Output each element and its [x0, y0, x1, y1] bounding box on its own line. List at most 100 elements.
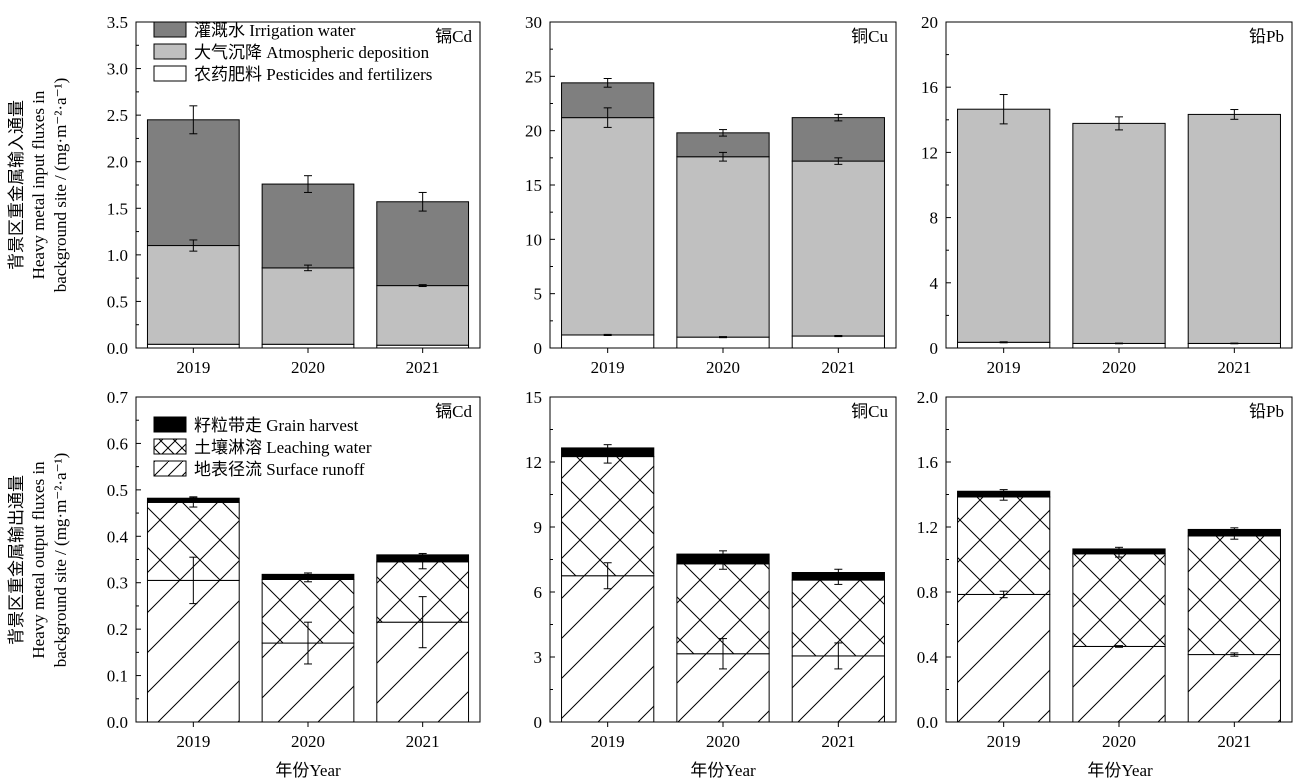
- y-tick-label-15: 15: [525, 176, 542, 195]
- error-bar-irrigation-2020: [719, 129, 727, 137]
- legend-swatch-runoff: [153, 460, 187, 477]
- bar-runoff-2020: [1072, 645, 1166, 723]
- error-bar-deposition-2020: [1115, 116, 1123, 131]
- bar-deposition-2020: [676, 156, 770, 338]
- y-tick-label-0.0: 0.0: [107, 713, 128, 732]
- error-bar-grain-2019: [999, 489, 1008, 494]
- y-tick-label-0.4: 0.4: [107, 527, 129, 546]
- x-tick-label-2021: 2021: [821, 732, 855, 751]
- bar-deposition-2019: [146, 245, 240, 345]
- y-tick-label-5: 5: [534, 285, 543, 304]
- bar-deposition-2021: [376, 285, 470, 346]
- y-tick-label-25: 25: [525, 67, 542, 86]
- x-tick-label-2020: 2020: [706, 732, 740, 751]
- y-label-input-line2: Heavy metal input fluxes in: [29, 90, 48, 279]
- bar-irrigation-2020: [261, 183, 355, 269]
- error-bar-grain-2020: [304, 572, 312, 577]
- y-tick-label-0: 0: [930, 339, 939, 358]
- error-bar-runoff-2021: [834, 642, 843, 670]
- y-tick-label-0.2: 0.2: [107, 620, 128, 639]
- error-bar-grain-2020: [1115, 546, 1123, 552]
- y-tick-label-10: 10: [525, 230, 542, 249]
- y-tick-label-12: 12: [525, 453, 542, 472]
- y-axis-label-output: 背景区重金属输出通量 Heavy metal output fluxes in …: [7, 453, 70, 668]
- bar-irrigation-2019: [146, 119, 240, 247]
- legend-label-deposition: 大气沉降 Atmospheric deposition: [194, 43, 430, 62]
- x-tick-label-2019: 2019: [987, 732, 1021, 751]
- legend-swatch-deposition: [153, 43, 187, 60]
- bar-irrigation-2021: [376, 201, 470, 287]
- error-bar-grain-2019: [189, 496, 198, 501]
- bar-fertilizer-2020: [261, 343, 355, 349]
- bar-leaching-2020: [1072, 553, 1166, 647]
- y-tick-label-2.5: 2.5: [107, 106, 128, 125]
- y-tick-label-16: 16: [921, 78, 938, 97]
- y-tick-label-0.0: 0.0: [917, 713, 938, 732]
- bar-fertilizer-2020: [676, 336, 770, 349]
- y-tick-label-1.0: 1.0: [107, 246, 128, 265]
- error-bar-irrigation-2019: [603, 78, 612, 88]
- legend-label-grain: 籽粒带走 Grain harvest: [194, 416, 359, 435]
- error-bar-fertilizer-2020: [1115, 342, 1123, 345]
- error-bar-grain-2021: [1230, 527, 1239, 532]
- y-tick-label-3: 3: [534, 648, 543, 667]
- bar-runoff-2021: [1187, 654, 1281, 723]
- error-bar-runoff-2019: [189, 556, 198, 605]
- panel-input-pb: 2019 2020 2021 0 4 8 12 16 20 铅Pb: [921, 13, 1293, 377]
- y-tick-label-2.0: 2.0: [917, 388, 938, 407]
- y-tick-label-2.0: 2.0: [107, 153, 128, 172]
- error-bar-grain-2020: [719, 550, 727, 558]
- x-tick-label-2019: 2019: [591, 358, 625, 377]
- error-bar-deposition-2021: [418, 284, 427, 288]
- error-bar-runoff-2021: [1230, 652, 1239, 657]
- y-label-input-line1: 背景区重金属输入通量: [7, 100, 26, 270]
- legend-input: 灌溉水 Irrigation water 大气沉降 Atmospheric dep…: [153, 21, 432, 84]
- y-tick-label-1.2: 1.2: [917, 518, 938, 537]
- bar-deposition-2020: [1072, 122, 1166, 344]
- y-tick-label-0.6: 0.6: [107, 434, 128, 453]
- panel-label: 铅Pb: [1249, 402, 1284, 421]
- y-tick-label-0.4: 0.4: [917, 648, 939, 667]
- legend-label-leaching: 土壤淋溶 Leaching water: [194, 437, 372, 457]
- x-tick-label-2019: 2019: [987, 358, 1021, 377]
- panel-label: 铅Pb: [1249, 27, 1284, 46]
- error-bar-grain-2021: [418, 552, 427, 557]
- legend-swatch-leaching: [153, 438, 187, 455]
- bar-leaching-2019: [561, 456, 655, 577]
- x-tick-label-2020: 2020: [706, 358, 740, 377]
- error-bar-deposition-2019: [999, 94, 1008, 125]
- y-tick-label-30: 30: [525, 13, 542, 32]
- y-tick-label-3.0: 3.0: [107, 60, 128, 79]
- error-bar-fertilizer-2021: [834, 335, 843, 338]
- y-label-input-line3: background site / (mg·m⁻²·a⁻¹): [51, 78, 70, 293]
- error-bar-irrigation-2020: [304, 175, 312, 193]
- y-tick-label-6: 6: [534, 583, 543, 602]
- error-bar-deposition-2019: [189, 239, 198, 252]
- error-bar-deposition-2021: [1230, 109, 1239, 120]
- bar-deposition-2019: [561, 117, 655, 336]
- legend-swatch-fertilizer: [153, 65, 187, 82]
- panel-output-cu: 2019 2020 2021 0 3 6 9 12 15 铜Cu: [525, 388, 897, 751]
- error-bar-runoff-2020: [1115, 645, 1123, 648]
- bar-leaching-2019: [957, 496, 1051, 595]
- error-bar-fertilizer-2019: [603, 333, 612, 337]
- y-tick-label-1.5: 1.5: [107, 199, 128, 218]
- panel-label: 铜Cu: [851, 27, 888, 46]
- y-tick-label-0.5: 0.5: [107, 481, 128, 500]
- y-label-output-line3: background site / (mg·m⁻²·a⁻¹): [51, 453, 70, 668]
- bar-leaching-2021: [1187, 535, 1281, 656]
- x-tick-label-2020: 2020: [1102, 358, 1136, 377]
- bar-runoff-2019: [561, 575, 655, 723]
- error-bar-irrigation-2021: [834, 113, 843, 122]
- x-tick-label-2020: 2020: [291, 732, 325, 751]
- error-bar-deposition-2021: [834, 157, 843, 165]
- bar-irrigation-2021: [791, 117, 885, 162]
- x-axis-label-pb: 年份Year: [1087, 761, 1153, 780]
- y-tick-label-0.0: 0.0: [107, 339, 128, 358]
- y-tick-label-3.5: 3.5: [107, 13, 128, 32]
- x-tick-label-2021: 2021: [1217, 732, 1251, 751]
- y-axis-label-input: 背景区重金属输入通量 Heavy metal input fluxes in b…: [7, 78, 70, 293]
- error-bar-leaching-2020: [304, 576, 312, 583]
- y-tick-label-0: 0: [534, 339, 543, 358]
- y-label-output-line1: 背景区重金属输出通量: [7, 475, 26, 645]
